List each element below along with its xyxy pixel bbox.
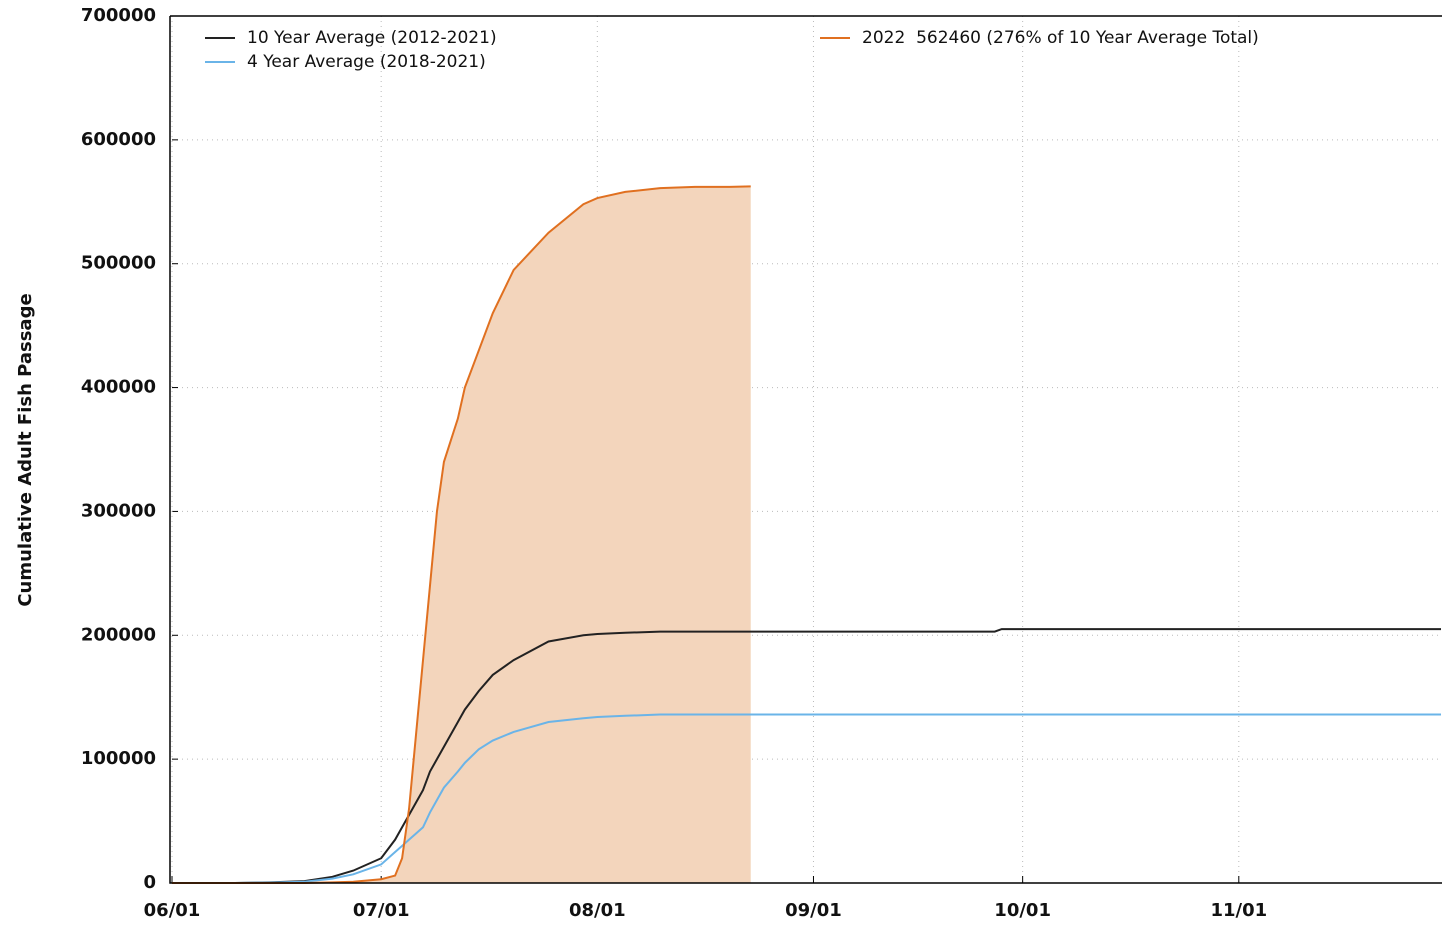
y-tick-label: 0 xyxy=(143,872,156,893)
x-tick-label: 11/01 xyxy=(1210,900,1267,921)
legend-label: 10 Year Average (2012-2021) xyxy=(247,28,497,48)
legend-label: 4 Year Average (2018-2021) xyxy=(247,52,486,72)
y-axis-label: Cumulative Adult Fish Passage xyxy=(15,293,36,606)
area xyxy=(172,186,751,883)
series-line xyxy=(172,185,751,884)
series-line xyxy=(172,628,1441,884)
y-tick-label: 700000 xyxy=(81,5,156,26)
x-tick-label: 07/01 xyxy=(353,900,410,921)
y-tick-label: 500000 xyxy=(81,253,156,274)
legend-label: 2022 562460 (276% of 10 Year Average Tot… xyxy=(862,28,1259,48)
y-tick-label: 200000 xyxy=(81,624,156,645)
x-tick-label: 06/01 xyxy=(144,900,201,921)
x-tick-label: 09/01 xyxy=(785,900,842,921)
series-line xyxy=(172,713,1441,884)
y-tick-label: 300000 xyxy=(81,500,156,521)
axis-frame xyxy=(169,15,1442,884)
y-tick-label: 400000 xyxy=(81,377,156,398)
y-tick-label: 100000 xyxy=(81,748,156,769)
x-tick-label: 10/01 xyxy=(994,900,1051,921)
x-tick-label: 08/01 xyxy=(569,900,626,921)
y-tick-label: 600000 xyxy=(81,129,156,150)
